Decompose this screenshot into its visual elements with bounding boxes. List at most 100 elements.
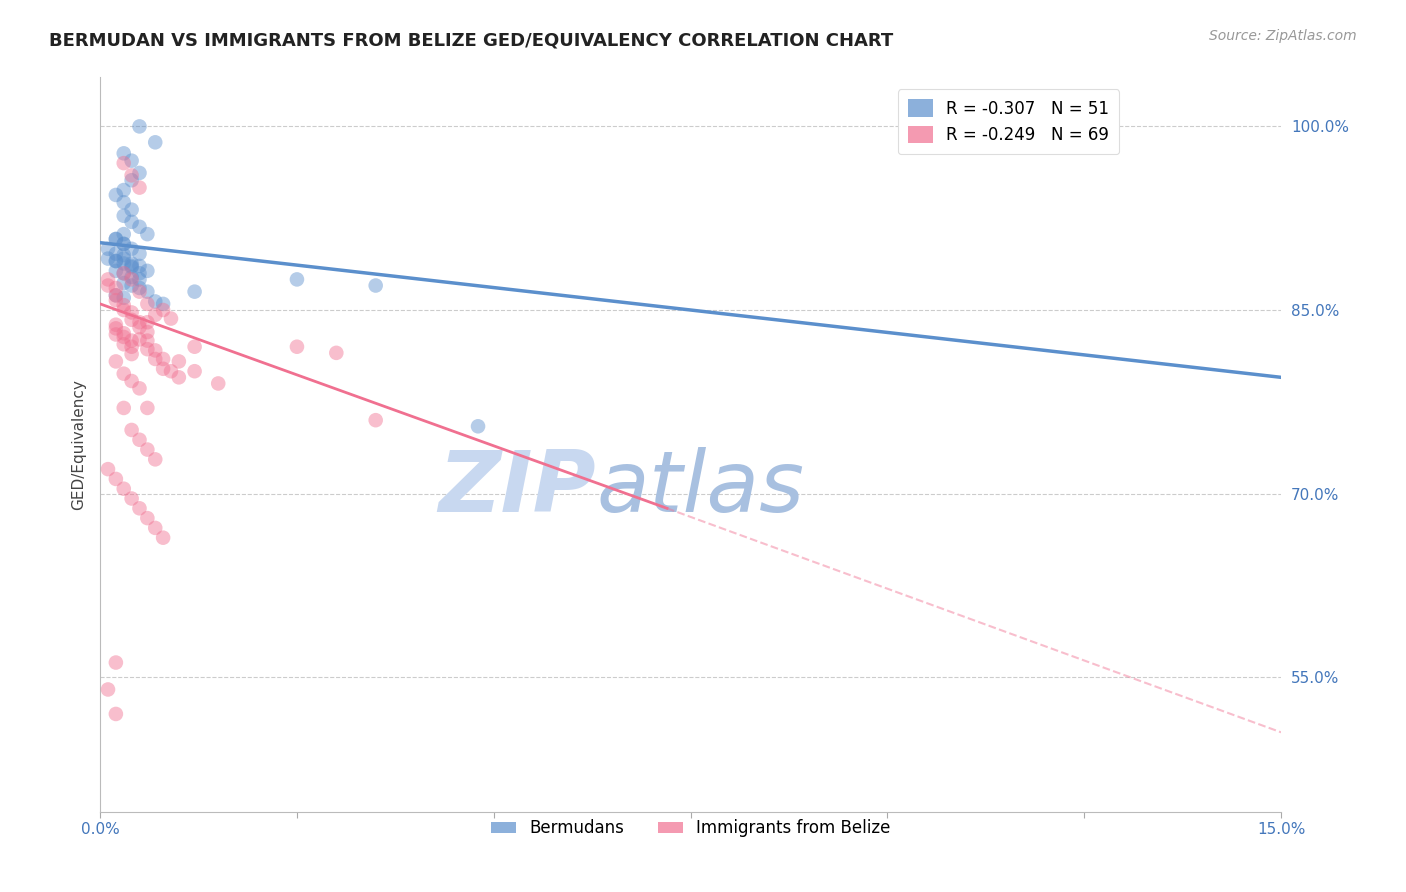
Point [152,351,174,366]
Point [112,156,135,170]
Point [152,531,174,545]
Point [364,413,387,427]
Point [97,242,120,256]
Point [112,367,135,381]
Text: ZIP: ZIP [439,447,596,530]
Point [136,325,159,339]
Text: atlas: atlas [596,447,804,530]
Point [121,215,143,229]
Point [104,232,127,246]
Point [97,682,120,697]
Point [112,183,135,197]
Point [121,423,143,437]
Point [285,272,308,286]
Point [160,311,183,326]
Point [121,334,143,348]
Point [112,276,135,290]
Point [128,381,150,395]
Point [152,297,174,311]
Point [121,256,143,270]
Point [112,401,135,415]
Point [121,272,143,286]
Point [128,501,150,516]
Point [112,326,135,341]
Point [128,285,150,299]
Point [143,343,166,358]
Point [128,246,150,260]
Point [136,264,159,278]
Point [104,232,127,246]
Point [104,264,127,278]
Point [112,298,135,312]
Point [143,294,166,309]
Point [121,259,143,273]
Point [112,256,135,270]
Point [97,252,120,266]
Point [325,346,347,360]
Point [128,433,150,447]
Point [121,202,143,217]
Point [136,342,159,356]
Point [121,169,143,183]
Point [160,364,183,378]
Point [136,334,159,348]
Point [136,511,159,525]
Point [112,252,135,266]
Point [121,173,143,187]
Point [207,376,229,391]
Point [104,327,127,342]
Point [121,269,143,284]
Point [112,330,135,344]
Point [112,248,135,262]
Point [183,285,205,299]
Point [121,260,143,275]
Point [128,332,150,346]
Point [104,472,127,486]
Point [112,303,135,318]
Point [136,401,159,415]
Point [143,136,166,150]
Point [143,452,166,467]
Point [143,521,166,535]
Point [136,315,159,329]
Point [104,321,127,335]
Point [183,364,205,378]
Point [128,266,150,280]
Point [112,236,135,251]
Point [128,272,150,286]
Point [285,340,308,354]
Point [121,153,143,168]
Point [112,227,135,241]
Point [136,285,159,299]
Point [121,242,143,256]
Point [112,291,135,305]
Point [112,482,135,496]
Point [112,209,135,223]
Point [167,354,190,368]
Point [143,351,166,366]
Point [128,259,150,273]
Point [104,293,127,308]
Point [97,462,120,476]
Point [183,340,205,354]
Legend: Bermudans, Immigrants from Belize: Bermudans, Immigrants from Belize [484,813,897,844]
Point [128,120,150,134]
Point [104,254,127,268]
Point [112,195,135,210]
Point [121,305,143,319]
Point [136,442,159,457]
Point [152,303,174,318]
Point [112,146,135,161]
Point [128,320,150,334]
Point [104,288,127,302]
Point [128,166,150,180]
Point [104,281,127,295]
Point [97,278,120,293]
Point [121,278,143,293]
Point [364,278,387,293]
Point [121,347,143,361]
Text: BERMUDAN VS IMMIGRANTS FROM BELIZE GED/EQUIVALENCY CORRELATION CHART: BERMUDAN VS IMMIGRANTS FROM BELIZE GED/E… [49,31,893,49]
Point [136,227,159,241]
Point [467,419,489,434]
Y-axis label: GED/Equivalency: GED/Equivalency [72,379,86,510]
